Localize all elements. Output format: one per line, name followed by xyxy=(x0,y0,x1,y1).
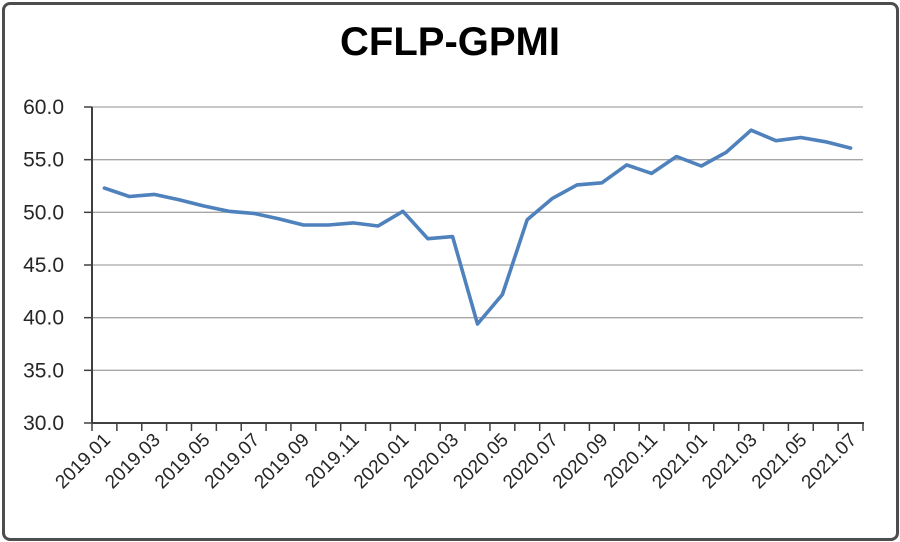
y-axis-label: 40.0 xyxy=(23,307,64,330)
y-axis-label: 60.0 xyxy=(23,96,64,119)
x-axis-label: 2021.07 xyxy=(798,430,861,493)
y-axis-label: 45.0 xyxy=(23,254,64,277)
y-axis-label: 50.0 xyxy=(23,201,64,224)
x-axis-label: 2020.09 xyxy=(549,430,612,493)
y-axis-label: 30.0 xyxy=(23,412,64,435)
chart-title: CFLP-GPMI xyxy=(340,20,560,64)
y-axis-label: 35.0 xyxy=(23,359,64,382)
y-axis-label: 55.0 xyxy=(23,149,64,172)
x-axis-label: 2019.09 xyxy=(251,430,314,493)
data-series-line xyxy=(102,128,853,326)
